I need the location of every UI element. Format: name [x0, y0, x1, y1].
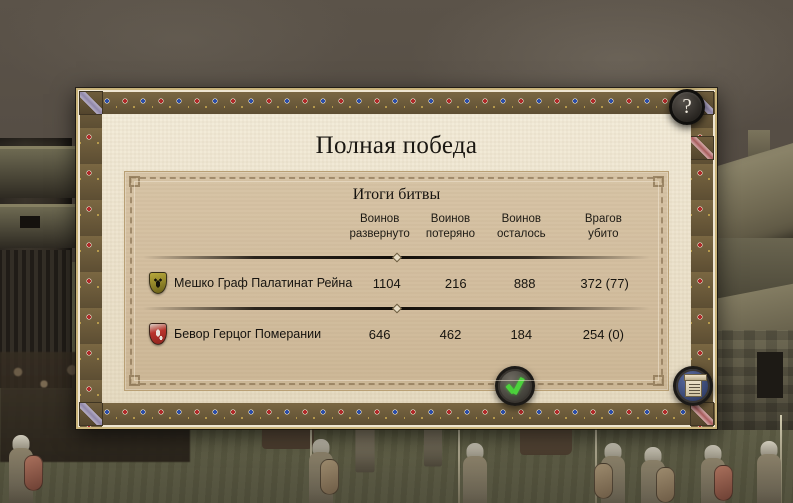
faction-cell: Бевор Герцог Померании — [143, 323, 344, 345]
faction-name: Мешко Граф Палатинат Рейна — [174, 276, 353, 290]
ornament-border-left — [80, 92, 102, 427]
header-line-1: Воинов — [359, 213, 400, 225]
value-lost: 216 — [444, 275, 467, 291]
header-line-1: Врагов — [584, 213, 622, 225]
row-separator — [143, 256, 650, 259]
accept-button[interactable] — [495, 366, 535, 406]
value-deployed: 1104 — [372, 275, 401, 291]
table-row: Мешко Граф Палатинат Рейна 1104 216 888 … — [143, 259, 650, 307]
help-button[interactable]: ? — [669, 89, 705, 125]
soldier — [458, 417, 488, 503]
soldier — [8, 435, 43, 503]
soldier — [700, 445, 733, 503]
value-enemies-killed: 372 (77) — [580, 275, 629, 291]
inner-corner-top-left — [129, 176, 140, 187]
details-button[interactable] — [673, 366, 713, 406]
header-cell-remaining: Воинов осталось — [486, 212, 557, 242]
battle-results-panel: Полная победа Итоги битвы Воинов разверн… — [76, 88, 717, 429]
medallion-right-middle — [690, 136, 714, 160]
header-line-2: убито — [588, 228, 619, 240]
value-remaining: 184 — [510, 326, 533, 342]
row-separator — [143, 307, 650, 310]
value-lost: 462 — [439, 326, 462, 342]
faction-cell: Мешко Граф Палатинат Рейна — [143, 272, 352, 294]
siege-tower — [0, 138, 76, 388]
green-checkmark-icon — [505, 376, 525, 396]
inner-corner-top-right — [653, 176, 664, 187]
inner-corner-bottom-right — [653, 375, 664, 386]
table-row: Бевор Герцог Померании 646 462 184 254 (… — [143, 310, 650, 358]
parchment-surface: Полная победа Итоги битвы Воинов разверн… — [102, 114, 713, 406]
header-line-1: Воинов — [430, 213, 471, 225]
faction-name: Бевор Герцог Померании — [174, 327, 322, 341]
soldier — [756, 415, 782, 503]
soldier — [640, 447, 675, 503]
battle-results-box: Итоги битвы Воинов развернуто Воинов — [124, 171, 713, 406]
gold-eagle-shield-icon — [149, 272, 167, 294]
question-mark-icon: ? — [682, 94, 692, 118]
page-title: Полная победа — [315, 132, 478, 159]
corner-medallion-top-left — [79, 91, 103, 115]
header-line-2: потеряно — [425, 228, 476, 240]
header-cell-deployed: Воинов развернуто — [344, 212, 415, 242]
ornament-border-bottom — [80, 403, 715, 425]
header-cell-lost: Воинов потеряно — [415, 212, 486, 242]
soldier — [594, 417, 626, 503]
results-table: Воинов развернуто Воинов потеряно Воинов — [143, 212, 650, 358]
scroll-document-icon — [683, 373, 707, 397]
inner-corner-bottom-left — [129, 375, 140, 386]
red-griffin-shield-icon — [149, 323, 167, 345]
value-enemies-killed: 254 (0) — [582, 326, 624, 342]
header-line-2: развернуто — [349, 228, 410, 240]
table-header-row: Воинов развернуто Воинов потеряно Воинов — [143, 212, 650, 256]
value-deployed: 646 — [368, 326, 391, 342]
header-line-1: Воинов — [501, 213, 541, 225]
header-cell-enemies-killed: Врагов убито — [557, 212, 650, 242]
header-line-2: осталось — [496, 228, 546, 240]
corner-medallion-bottom-left — [79, 402, 103, 426]
building-door — [757, 352, 783, 398]
ornament-border-right — [691, 92, 713, 427]
value-remaining: 888 — [513, 275, 536, 291]
soldier — [308, 413, 339, 503]
ornament-border-top — [80, 92, 715, 114]
results-subtitle: Итоги битвы — [352, 186, 441, 203]
